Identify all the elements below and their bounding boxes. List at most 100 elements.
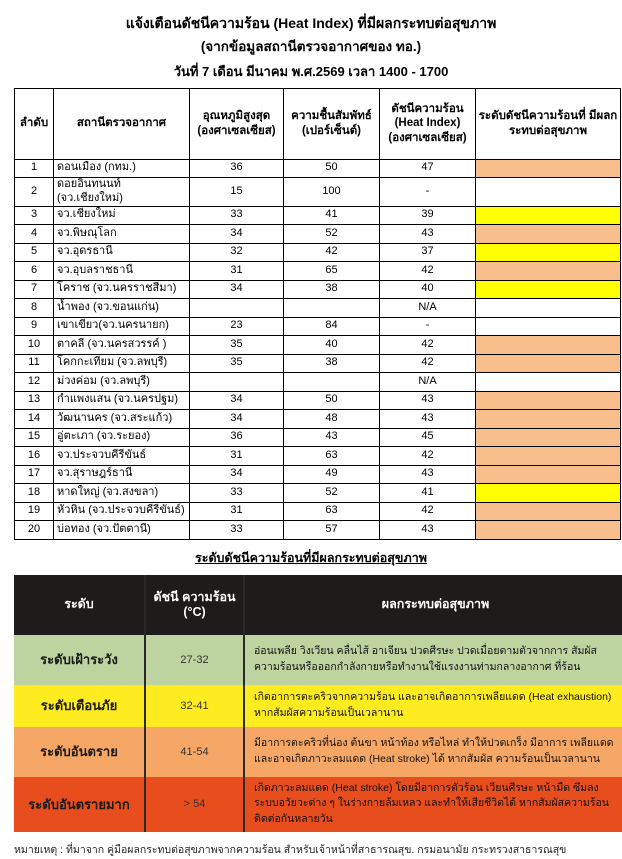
heat-index-value: 43 <box>379 520 476 540</box>
table-row: 16 จว.ประจวบคีรีขันธ์ 31 63 42 <box>14 446 621 466</box>
header-level: ระดับดัชนีความร้อนที่ มีผลกระทบต่อสุขภาพ <box>475 87 621 160</box>
humidity-value: 49 <box>283 464 380 484</box>
station-name: จว.พิษณุโลก <box>53 224 190 244</box>
row-number: 15 <box>14 427 54 447</box>
station-name: เขาเขียว(จว.นครนายก) <box>53 316 190 336</box>
level-color-cell <box>475 353 621 373</box>
station-name: ตาคลี (จว.นครสวรรค์ ) <box>53 335 190 355</box>
legend-row-warning: ระดับเตือนภัย 32-41 เกิดอาการตะคริวจากคว… <box>14 684 622 727</box>
table-row: 18 หาดใหญ่ (จว.สงขลา) 33 52 41 <box>14 483 621 503</box>
legend-impact-text: อ่อนเพลีย วิงเวียน คลื่นไส้ อาเจียน ปวดศ… <box>243 634 622 685</box>
station-name: อู่ตะเภา (จว.ระยอง) <box>53 427 190 447</box>
heat-index-value: - <box>379 316 476 336</box>
row-number: 18 <box>14 483 54 503</box>
heat-index-value: 39 <box>379 205 476 225</box>
row-number: 17 <box>14 464 54 484</box>
station-name: โคกกะเทียม (จว.ลพบุรี) <box>53 353 190 373</box>
legend-impact-text: เกิดภาวะลมแดด (Heat stroke) โดยมีอาการตั… <box>243 776 622 832</box>
max-temp-value: 35 <box>189 335 284 355</box>
level-color-cell <box>475 205 621 225</box>
station-name: จว.อุบลราชธานี <box>53 261 190 281</box>
header-humidity: ความชื้นสัมพัทธ์ (เปอร์เซ็นต์) <box>283 87 380 160</box>
heat-index-value: 42 <box>379 335 476 355</box>
level-color-cell <box>475 372 621 392</box>
row-number: 20 <box>14 520 54 540</box>
max-temp-value: 31 <box>189 261 284 281</box>
max-temp-value: 35 <box>189 353 284 373</box>
heat-index-value: 43 <box>379 464 476 484</box>
humidity-value: 48 <box>283 409 380 429</box>
heat-index-value: 42 <box>379 446 476 466</box>
heat-index-value: 42 <box>379 501 476 521</box>
station-name: ม่วงค่อม (จว.ลพบุรี) <box>53 372 190 392</box>
legend-range-value: > 54 <box>144 776 244 832</box>
humidity-value <box>283 372 380 392</box>
humidity-value: 50 <box>283 158 380 178</box>
heat-index-value: 43 <box>379 224 476 244</box>
table-row: 13 กำแพงแสน (จว.นครปฐม) 34 50 43 <box>14 390 621 410</box>
max-temp-value <box>189 298 284 318</box>
legend-range-value: 32-41 <box>144 684 244 727</box>
legend-body: ระดับเฝ้าระวัง 27-32 อ่อนเพลีย วิงเวียน … <box>14 634 622 832</box>
level-color-cell <box>475 390 621 410</box>
table-header: ลำดับ สถานีตรวจอากาศ อุณหภูมิสูงสุด (องศ… <box>14 87 621 160</box>
row-number: 10 <box>14 335 54 355</box>
table-row: 7 โคราช (จว.นครราชสีมา) 34 38 40 <box>14 279 621 299</box>
max-temp-value: 23 <box>189 316 284 336</box>
heat-index-value: 37 <box>379 242 476 262</box>
table-row: 4 จว.พิษณุโลก 34 52 43 <box>14 224 621 244</box>
legend-impact-text: เกิดอาการตะคริวจากความร้อน และอาจเกิดอาก… <box>243 684 622 727</box>
max-temp-value: 34 <box>189 224 284 244</box>
table-row: 20 บ่อทอง (จว.ปัตตานี) 33 57 43 <box>14 520 621 540</box>
row-number: 3 <box>14 205 54 225</box>
heat-index-value: N/A <box>379 298 476 318</box>
table-body: 1 ดอนเมือง (กทม.) 36 50 47 2 ดอยอินทนนท์… <box>14 158 621 540</box>
legend-level-label: ระดับเตือนภัย <box>40 698 118 713</box>
table-row: 15 อู่ตะเภา (จว.ระยอง) 36 43 45 <box>14 427 621 447</box>
header-heat-index: ดัชนีความร้อน (Heat Index) (องศาเซลเซียส… <box>379 87 476 160</box>
table-row: 3 จว.เชียงใหม่ 33 41 39 <box>14 205 621 225</box>
level-color-cell <box>475 224 621 244</box>
station-name: จว.ประจวบคีรีขันธ์ <box>53 446 190 466</box>
max-temp-value: 33 <box>189 205 284 225</box>
table-row: 2 ดอยอินทนนท์ (จว.เชียงใหม่) 15 100 - <box>14 177 621 207</box>
row-number: 14 <box>14 409 54 429</box>
heat-index-value: 42 <box>379 353 476 373</box>
station-name: กำแพงแสน (จว.นครปฐม) <box>53 390 190 410</box>
level-color-cell <box>475 464 621 484</box>
humidity-value: 38 <box>283 279 380 299</box>
legend-impact-text: มีอาการตะคริวที่น่อง ต้นขา หน้าท้อง หรือ… <box>243 726 622 777</box>
heat-index-legend-table: ระดับ ดัชนี ความร้อน (°C) ผลกระทบต่อสุขภ… <box>14 574 622 832</box>
row-number: 16 <box>14 446 54 466</box>
legend-row-extreme-danger: ระดับอันตรายมาก > 54 เกิดภาวะลมแดด (Heat… <box>14 776 622 832</box>
max-temp-value: 15 <box>189 177 284 207</box>
max-temp-value: 33 <box>189 520 284 540</box>
table-row: 5 จว.อุดรธานี 32 42 37 <box>14 242 621 262</box>
heat-index-value: 40 <box>379 279 476 299</box>
row-number: 12 <box>14 372 54 392</box>
max-temp-value: 34 <box>189 409 284 429</box>
station-name: หัวหิน (จว.ประจวบคีรีขันธ์) <box>53 501 190 521</box>
page-title: แจ้งเตือนดัชนีความร้อน (Heat Index) ที่ม… <box>125 15 497 31</box>
legend-header-row: ระดับ ดัชนี ความร้อน (°C) ผลกระทบต่อสุขภ… <box>14 574 622 635</box>
table-row: 1 ดอนเมือง (กทม.) 36 50 47 <box>14 158 621 178</box>
level-color-cell <box>475 520 621 540</box>
level-color-cell <box>475 177 621 207</box>
max-temp-value <box>189 372 284 392</box>
heat-index-value: 47 <box>379 158 476 178</box>
level-color-cell <box>475 316 621 336</box>
humidity-value: 42 <box>283 242 380 262</box>
humidity-value: 57 <box>283 520 380 540</box>
level-color-cell <box>475 335 621 355</box>
heat-index-value: 41 <box>379 483 476 503</box>
row-number: 9 <box>14 316 54 336</box>
row-number: 7 <box>14 279 54 299</box>
level-color-cell <box>475 446 621 466</box>
humidity-value: 63 <box>283 501 380 521</box>
station-name: บ่อทอง (จว.ปัตตานี) <box>53 520 190 540</box>
station-name: น้ำพอง (จว.ขอนแก่น) <box>53 298 190 318</box>
humidity-value: 65 <box>283 261 380 281</box>
legend-range-value: 27-32 <box>144 634 244 685</box>
heat-index-value: 45 <box>379 427 476 447</box>
